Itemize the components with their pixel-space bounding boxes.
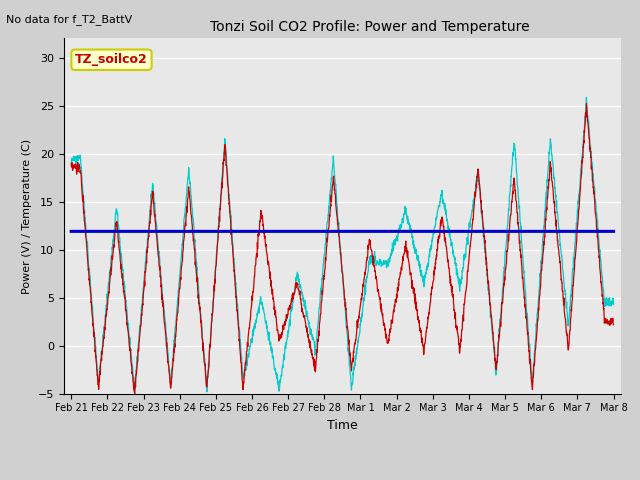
X-axis label: Time: Time [327,419,358,432]
CR10X Temperature [610,301,618,307]
CR23X Voltage [610,228,618,234]
CR23X Voltage [594,228,602,234]
Text: TZ_soilco2: TZ_soilco2 [75,53,148,66]
CR23X Temperature [595,246,602,252]
Line: CR10X Temperature: CR10X Temperature [71,97,614,392]
CR23X Voltage [331,228,339,234]
CR10X Temperature [582,95,590,100]
Legend: CR23X Temperature, CR23X Voltage, CR10X Temperature: CR23X Temperature, CR23X Voltage, CR10X … [108,476,577,480]
CR10X Temperature [495,341,502,347]
CR10X Temperature [67,159,75,165]
CR10X Temperature [95,375,103,381]
CR10X Temperature [595,226,602,232]
CR23X Temperature [595,241,602,247]
CR23X Voltage [317,228,324,234]
CR23X Temperature [95,384,103,390]
CR23X Temperature [332,191,339,197]
Text: No data for f_T2_BattV: No data for f_T2_BattV [6,14,132,25]
CR10X Temperature [595,231,602,237]
CR23X Voltage [95,228,103,234]
CR23X Temperature [67,161,75,167]
CR23X Temperature [131,391,138,397]
CR23X Voltage [594,228,602,234]
CR23X Temperature [582,101,590,107]
CR23X Temperature [610,322,618,328]
Title: Tonzi Soil CO2 Profile: Power and Temperature: Tonzi Soil CO2 Profile: Power and Temper… [211,21,530,35]
CR23X Temperature [317,311,324,317]
Y-axis label: Power (V) / Temperature (C): Power (V) / Temperature (C) [22,138,33,294]
Line: CR23X Temperature: CR23X Temperature [71,104,614,394]
CR23X Temperature [495,338,502,344]
CR10X Temperature [332,180,339,186]
CR10X Temperature [317,286,324,291]
CR23X Voltage [67,228,75,234]
CR10X Temperature [203,389,211,395]
CR23X Voltage [495,228,502,234]
